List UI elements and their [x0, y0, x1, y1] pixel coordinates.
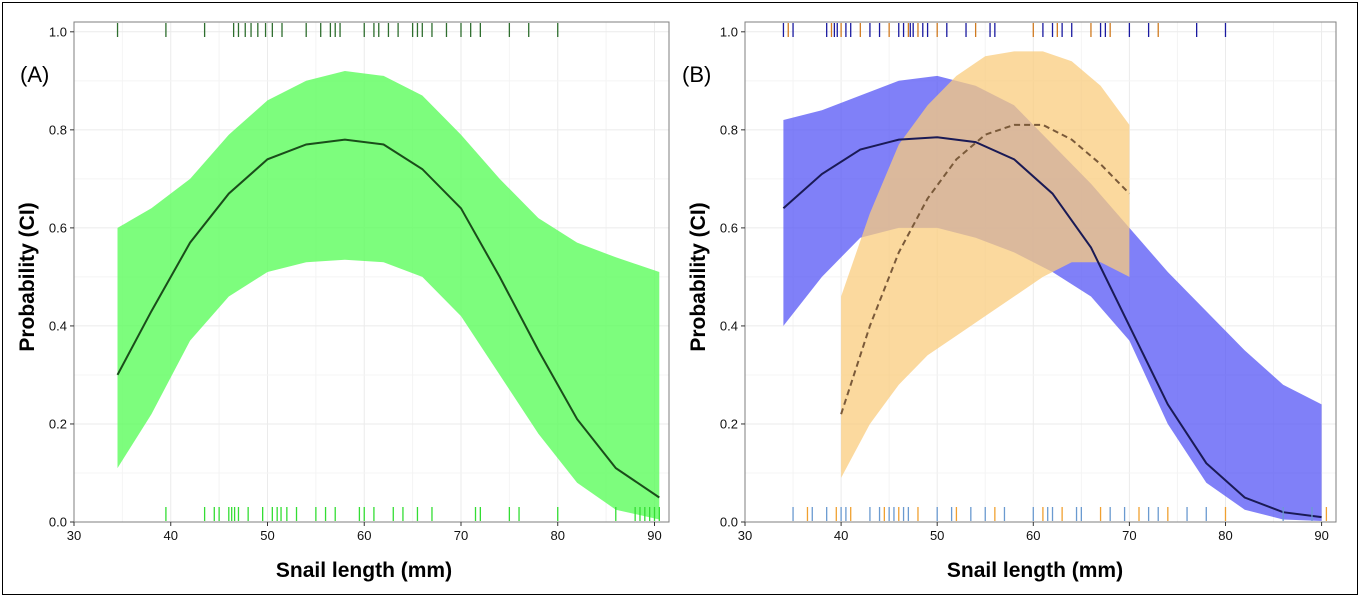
- x-tick-label-a: 30: [67, 528, 81, 543]
- x-tick-label-a: 60: [357, 528, 371, 543]
- fitted-line-a-1: [116, 138, 660, 499]
- x-tick-label-b: 90: [1314, 528, 1328, 543]
- x-tick-label-a: 70: [454, 528, 468, 543]
- x-tick-label-b: 50: [930, 528, 944, 543]
- plot-area-b: 30 40 50 60 70 80 90 0.0 0.2 0.4 0.6 0.8 1.0: [720, 21, 1337, 543]
- x-tick-label-b: 70: [1122, 528, 1136, 543]
- y-tick-label-a: 0.2: [49, 416, 67, 431]
- fitted-line-b-2: [840, 123, 1131, 415]
- y-axis-title-b: Probability (CI): [687, 202, 710, 351]
- x-tick-label-a: 50: [260, 528, 274, 543]
- y-tick-label-a: 0.4: [49, 318, 67, 333]
- y-tick-label-a: 0.0: [49, 515, 67, 530]
- y-tick-label-b: 0.4: [720, 318, 738, 333]
- y-tick-label-b: 0.8: [720, 122, 738, 137]
- y-tick-label-b: 0.2: [720, 416, 738, 431]
- plot-border-a: [73, 21, 670, 523]
- y-tick-label-a: 0.6: [49, 220, 67, 235]
- plot-border-b: [744, 21, 1337, 523]
- plot-area-a: 30 40 50 60 70 80 90 0.0 0.2 0.4 0.6 0.8 1.0: [49, 21, 670, 543]
- y-axis-title-a: Probability (CI): [16, 202, 39, 351]
- confidence-band-b-2: [841, 51, 1130, 478]
- panel-a: 30 40 50 60 70 80 90 0.0 0.2 0.4 0.6 0.8 1.0 (A) Sna…: [16, 21, 670, 582]
- y-tick-label-a: 1.0: [49, 24, 67, 39]
- x-tick-label-a: 40: [164, 528, 178, 543]
- y-tick-label-b: 1.0: [720, 24, 738, 39]
- fitted-line-b-1: [782, 136, 1322, 519]
- x-axis-title-b: Snail length (mm): [947, 559, 1123, 582]
- y-tick-label-b: 0.6: [720, 220, 738, 235]
- x-tick-label-b: 30: [738, 528, 752, 543]
- panel-label-a: (A): [20, 62, 49, 87]
- x-axis-title-a: Snail length (mm): [276, 559, 452, 582]
- x-tick-label-b: 80: [1218, 528, 1232, 543]
- confidence-band-a-1: [117, 71, 660, 520]
- x-tick-label-b: 40: [834, 528, 848, 543]
- panel-label-b: (B): [682, 62, 711, 87]
- panel-b: 30 40 50 60 70 80 90 0.0 0.2 0.4 0.6 0.8 1.0 (B) Sna…: [682, 21, 1337, 582]
- x-tick-label-b: 60: [1026, 528, 1040, 543]
- x-tick-label-a: 80: [551, 528, 565, 543]
- x-tick-label-a: 90: [647, 528, 661, 543]
- y-tick-label-b: 0.0: [720, 515, 738, 530]
- y-tick-label-a: 0.8: [49, 122, 67, 137]
